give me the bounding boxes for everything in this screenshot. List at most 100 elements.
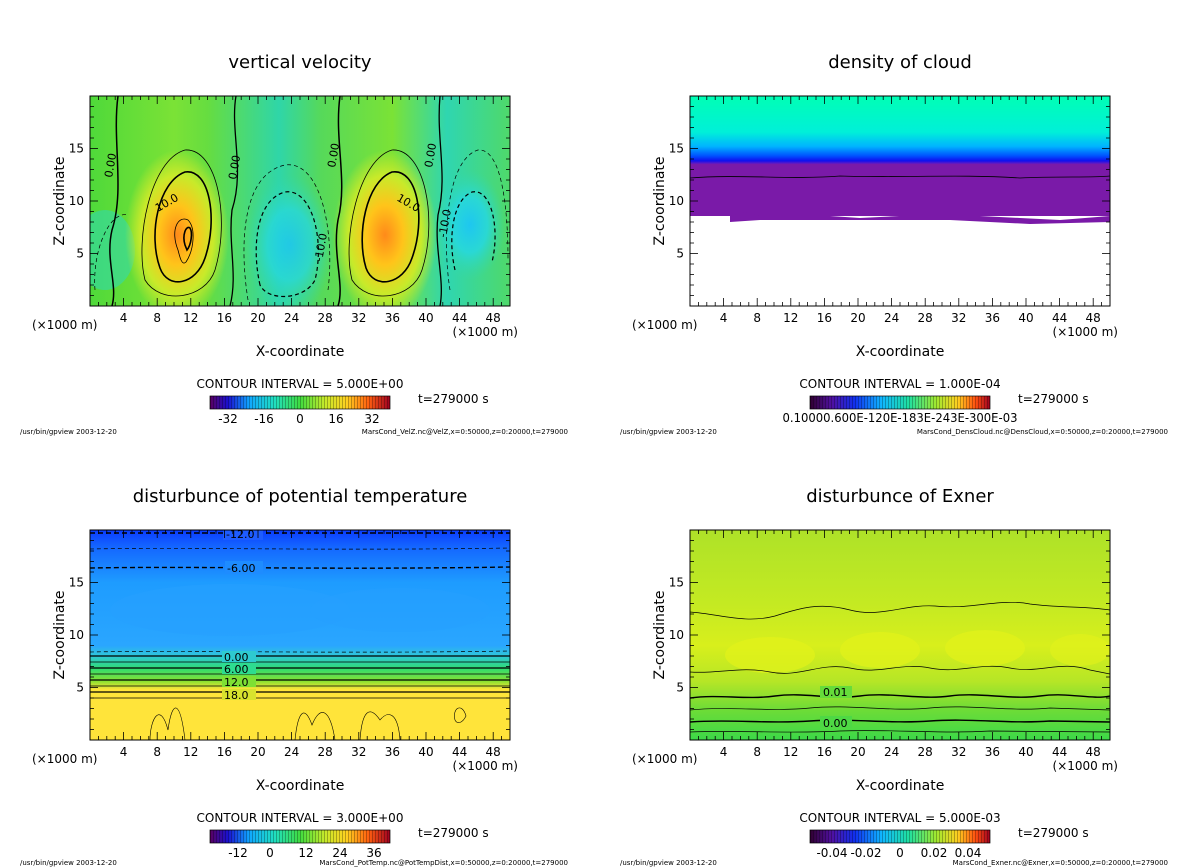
x-tick-label: 16 xyxy=(217,745,232,759)
x-unit-left: (×1000 m) xyxy=(632,318,697,332)
contour-label: 0.00 xyxy=(224,651,249,664)
x-tick-label: 24 xyxy=(284,745,299,759)
x-tick-label: 40 xyxy=(1018,311,1033,325)
colorbar xyxy=(809,395,991,410)
y-tick-label: 15 xyxy=(669,576,684,590)
x-tick-label: 12 xyxy=(183,745,198,759)
x-tick-label: 12 xyxy=(783,311,798,325)
y-axis-label: Z-coordinate xyxy=(652,590,668,679)
density-of-cloud-field xyxy=(690,96,1110,224)
x-tick-label: 40 xyxy=(418,311,433,325)
x-unit-right: (×1000 m) xyxy=(1053,325,1118,339)
chart-title: density of cloud xyxy=(828,52,972,73)
x-tick-label: 44 xyxy=(1052,311,1067,325)
chart-title: disturbunce of Exner xyxy=(806,486,994,507)
colorbar xyxy=(209,829,391,844)
contour-label: 6.00 xyxy=(224,663,249,676)
colorbar-tick: 0 xyxy=(266,846,274,860)
contour-label: 0.01 xyxy=(823,686,848,699)
x-axis-label: X-coordinate xyxy=(856,778,945,794)
x-tick-label: 28 xyxy=(918,311,933,325)
time-label: t=279000 s xyxy=(1018,826,1089,840)
x-tick-label: 28 xyxy=(918,745,933,759)
y-tick-label: 5 xyxy=(676,247,684,261)
x-tick-label: 32 xyxy=(351,311,366,325)
x-tick-label: 16 xyxy=(817,745,832,759)
x-unit-right: (×1000 m) xyxy=(453,325,518,339)
colorbar-tick: 0.04 xyxy=(955,846,982,860)
time-label: t=279000 s xyxy=(418,392,489,406)
colorbar-tick: 36 xyxy=(366,846,381,860)
contour-label: 0.00 xyxy=(102,152,119,178)
x-unit-right: (×1000 m) xyxy=(453,759,518,773)
x-tick-label: 44 xyxy=(452,745,467,759)
x-tick-label: 20 xyxy=(850,311,865,325)
time-label: t=279000 s xyxy=(1018,392,1089,406)
x-tick-label: 48 xyxy=(1086,745,1101,759)
contour-label: -6.00 xyxy=(227,562,255,575)
colorbar-tick: 0 xyxy=(896,846,904,860)
contour-label: 0.00 xyxy=(823,717,848,730)
y-tick-label: 10 xyxy=(669,628,684,642)
y-tick-label: 10 xyxy=(69,628,84,642)
vertical-velocity-field: 0.00 0.00 0.00 0.00 10.0 10.0 -10.0 -10.… xyxy=(90,96,510,306)
footer-right: MarsCond_Exner.nc@Exner,x=0:50000,z=0:20… xyxy=(953,859,1168,867)
y-tick-label: 10 xyxy=(69,194,84,208)
colorbar-tick: -32 xyxy=(218,412,238,426)
x-tick-label: 40 xyxy=(418,745,433,759)
footer-left: /usr/bin/gpview 2003-12-20 xyxy=(620,428,717,436)
y-axis-label: Z-coordinate xyxy=(52,590,68,679)
colorbar-tick: -0.04 xyxy=(816,846,847,860)
x-tick-label: 12 xyxy=(183,311,198,325)
x-tick-label: 44 xyxy=(1052,745,1067,759)
x-tick-label: 16 xyxy=(217,311,232,325)
contour-label: 0.00 xyxy=(226,154,243,180)
x-tick-label: 36 xyxy=(985,745,1000,759)
x-tick-label: 32 xyxy=(951,311,966,325)
colorbar-tick: 24 xyxy=(332,846,347,860)
time-label: t=279000 s xyxy=(418,826,489,840)
x-tick-label: 32 xyxy=(351,745,366,759)
x-tick-label: 20 xyxy=(250,745,265,759)
colorbar-tick: 0 xyxy=(296,412,304,426)
y-tick-label: 10 xyxy=(669,194,684,208)
colorbar xyxy=(809,829,991,844)
x-tick-label: 36 xyxy=(385,745,400,759)
x-tick-label: 12 xyxy=(783,745,798,759)
y-tick-label: 5 xyxy=(676,681,684,695)
colorbar-tick: -0.02 xyxy=(850,846,881,860)
contour-label: 18.0 xyxy=(224,689,249,702)
y-tick-label: 5 xyxy=(76,681,84,695)
x-unit-left: (×1000 m) xyxy=(32,318,97,332)
x-tick-label: 8 xyxy=(153,311,161,325)
x-tick-label: 24 xyxy=(284,311,299,325)
x-tick-label: 4 xyxy=(720,745,728,759)
exner-field: 0.01 0.00 xyxy=(690,530,1110,740)
chart-title: vertical velocity xyxy=(228,52,372,73)
x-axis-label: X-coordinate xyxy=(256,778,345,794)
contour-label: -10.0 xyxy=(436,208,454,238)
colorbar-tick: 32 xyxy=(364,412,379,426)
x-axis-label: X-coordinate xyxy=(856,344,945,360)
footer-right: MarsCond_VelZ.nc@VelZ,x=0:50000,z=0:2000… xyxy=(362,428,568,436)
footer-right: MarsCond_DensCloud.nc@DensCloud,x=0:5000… xyxy=(917,428,1168,436)
x-unit-left: (×1000 m) xyxy=(632,752,697,766)
contour-label: 12.0 xyxy=(224,676,249,689)
colorbar-tick: 12 xyxy=(298,846,313,860)
x-tick-label: 24 xyxy=(884,745,899,759)
x-unit-left: (×1000 m) xyxy=(32,752,97,766)
x-tick-label: 28 xyxy=(318,745,333,759)
colorbar xyxy=(209,395,391,410)
contour-label: -12.0 xyxy=(226,528,254,541)
x-tick-label: 48 xyxy=(486,311,501,325)
footer-left: /usr/bin/gpview 2003-12-20 xyxy=(620,859,717,867)
x-tick-label: 44 xyxy=(452,311,467,325)
chart-title: disturbunce of potential temperature xyxy=(133,486,468,507)
x-tick-label: 28 xyxy=(318,311,333,325)
x-tick-label: 16 xyxy=(817,311,832,325)
